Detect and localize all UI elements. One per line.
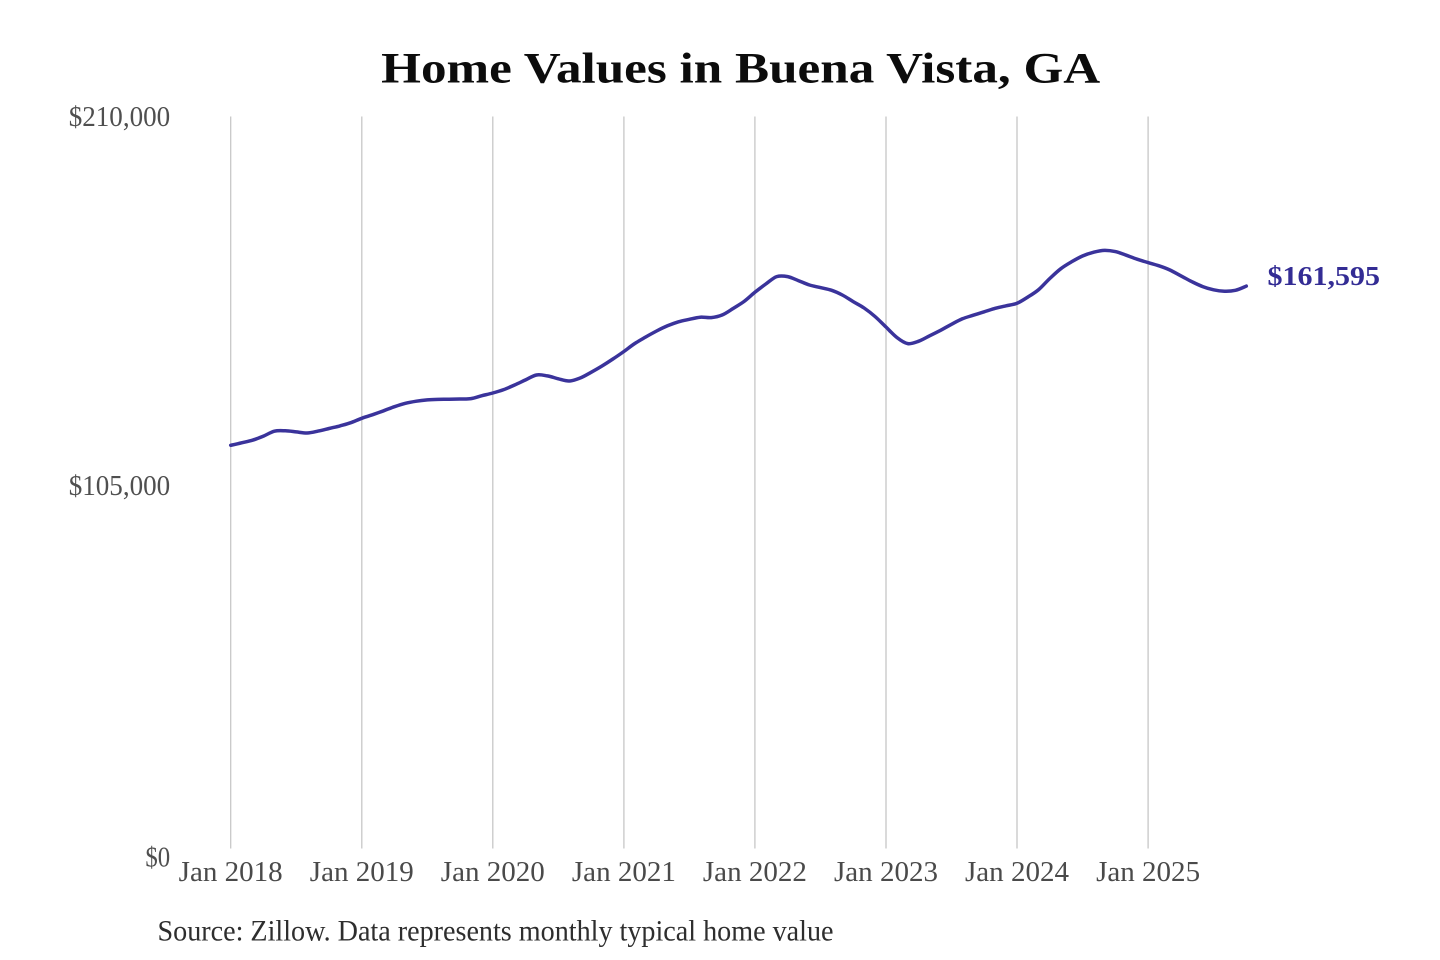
svg-text:Jan 2021: Jan 2021: [572, 857, 676, 888]
svg-text:$105,000: $105,000: [69, 470, 171, 502]
svg-text:Jan 2019: Jan 2019: [310, 857, 414, 888]
svg-text:Jan 2023: Jan 2023: [834, 857, 938, 888]
svg-text:Jan 2022: Jan 2022: [703, 857, 807, 888]
svg-text:Home Values in Buena Vista, GA: Home Values in Buena Vista, GA: [381, 44, 1101, 92]
svg-text:Jan 2020: Jan 2020: [441, 857, 545, 888]
svg-text:$0: $0: [145, 841, 170, 873]
svg-text:Jan 2018: Jan 2018: [179, 857, 283, 888]
svg-text:Jan 2024: Jan 2024: [965, 857, 1069, 888]
svg-text:Jan 2025: Jan 2025: [1096, 857, 1200, 888]
svg-text:$161,595: $161,595: [1268, 261, 1381, 291]
svg-text:Source: Zillow. Data represent: Source: Zillow. Data represents monthly …: [158, 915, 834, 948]
svg-text:$210,000: $210,000: [69, 101, 171, 133]
